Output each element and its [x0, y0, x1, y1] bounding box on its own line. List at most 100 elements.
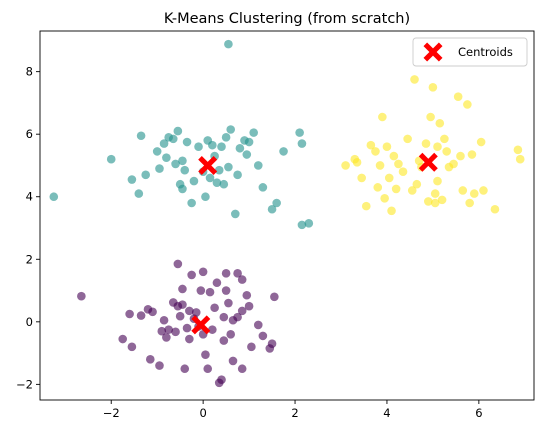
y-tick-label: 2 — [26, 252, 33, 266]
data-point — [171, 327, 180, 337]
data-point — [221, 133, 231, 142]
data-point — [226, 125, 236, 134]
data-point — [219, 336, 229, 345]
data-point — [272, 198, 281, 208]
data-point — [159, 315, 169, 325]
data-point — [279, 147, 288, 156]
data-point — [398, 167, 408, 177]
data-point — [77, 291, 86, 301]
centroid-marker — [198, 156, 218, 175]
data-point — [435, 118, 445, 128]
axes-frame — [39, 30, 535, 401]
data-point — [479, 186, 488, 195]
data-point — [387, 206, 396, 216]
data-point — [430, 198, 440, 208]
data-point — [378, 112, 387, 122]
legend-label: Centroids — [458, 45, 513, 59]
data-point — [228, 356, 238, 366]
data-point — [513, 145, 523, 155]
data-point — [430, 189, 440, 198]
data-point — [247, 342, 256, 352]
data-point — [412, 179, 422, 189]
x-tick-label: 2 — [291, 406, 298, 420]
data-point — [375, 161, 385, 170]
data-point — [106, 154, 116, 164]
data-point — [226, 330, 236, 339]
data-point — [440, 134, 449, 144]
data-point — [187, 198, 196, 208]
data-point — [201, 350, 210, 359]
data-point — [127, 175, 137, 184]
y-tick-label: 8 — [26, 65, 33, 79]
data-point — [145, 355, 155, 364]
data-point — [249, 128, 258, 137]
data-point — [196, 286, 206, 295]
data-point — [297, 139, 307, 148]
data-point — [185, 334, 194, 344]
data-point — [341, 161, 350, 170]
data-point — [125, 309, 134, 319]
data-point — [366, 140, 376, 150]
data-point — [201, 192, 210, 202]
data-point — [258, 331, 268, 341]
data-point — [407, 186, 417, 195]
data-point — [205, 287, 215, 297]
data-point — [295, 128, 304, 137]
data-point — [219, 179, 229, 189]
data-point — [228, 315, 238, 325]
data-point — [449, 159, 458, 169]
centroid-marker — [418, 152, 438, 172]
data-point — [237, 275, 247, 284]
data-point — [465, 198, 474, 208]
data-point — [162, 153, 171, 162]
data-point — [428, 82, 438, 92]
data-point — [173, 259, 183, 269]
centroid-marker — [191, 315, 211, 335]
data-point — [212, 178, 222, 187]
legend-box — [412, 37, 528, 67]
data-point — [442, 147, 451, 156]
data-point — [253, 320, 263, 330]
data-point — [189, 176, 199, 186]
data-point — [208, 140, 217, 150]
data-point — [373, 183, 383, 192]
data-point — [426, 112, 435, 122]
data-point — [191, 308, 201, 317]
x-tick-label: 6 — [475, 406, 482, 420]
data-point — [267, 204, 277, 214]
data-point — [185, 306, 194, 316]
data-point — [233, 269, 242, 278]
data-point — [424, 197, 433, 206]
data-point — [231, 209, 240, 219]
data-point — [205, 173, 215, 183]
data-point — [214, 165, 224, 175]
data-point — [180, 364, 190, 374]
data-point — [352, 158, 362, 167]
data-point — [244, 301, 254, 311]
data-point — [242, 150, 252, 159]
x-tick-label: −2 — [103, 406, 120, 420]
data-point — [49, 192, 59, 202]
data-point — [134, 189, 144, 198]
data-point — [237, 306, 247, 316]
legend: Centroids — [412, 37, 528, 67]
data-point — [155, 164, 164, 173]
data-point — [467, 150, 477, 159]
data-point — [219, 312, 229, 322]
data-point — [148, 307, 157, 317]
data-point — [136, 131, 146, 141]
data-point — [476, 137, 486, 147]
y-tick-label: 0 — [26, 315, 33, 329]
data-point — [469, 189, 479, 198]
data-point — [224, 298, 233, 308]
data-point — [162, 333, 171, 342]
data-point — [157, 326, 167, 336]
data-point — [403, 134, 412, 144]
data-point — [235, 143, 245, 153]
data-point — [224, 162, 233, 172]
data-point — [237, 364, 247, 374]
data-point — [458, 186, 468, 195]
axes: −2 0 2 4 6 −2 0 2 4 6 8 — [16, 30, 535, 420]
data-point — [389, 151, 399, 161]
data-point — [152, 147, 162, 156]
